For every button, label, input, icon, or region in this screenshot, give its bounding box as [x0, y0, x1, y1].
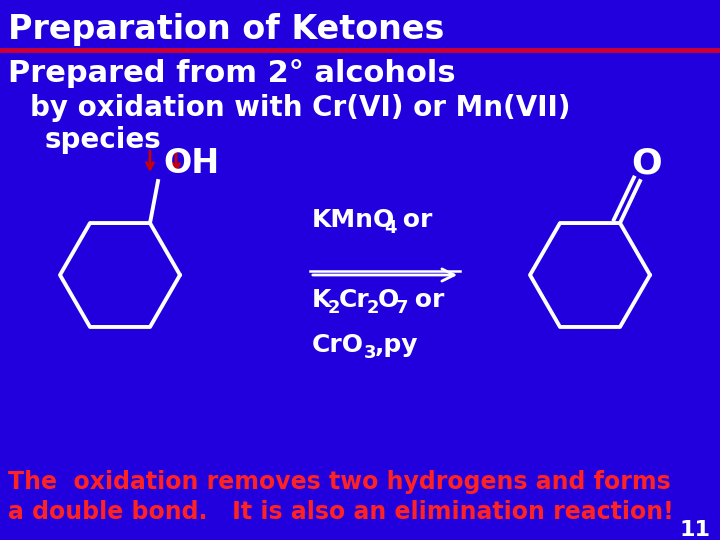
Text: 11: 11 — [679, 520, 710, 540]
Text: O: O — [378, 288, 400, 312]
Text: 4: 4 — [384, 219, 397, 237]
Text: 7: 7 — [396, 299, 408, 317]
Text: species: species — [45, 126, 162, 154]
Text: ,py: ,py — [375, 333, 418, 357]
Text: The  oxidation removes two hydrogens and forms: The oxidation removes two hydrogens and … — [8, 470, 671, 494]
Text: O: O — [631, 146, 662, 180]
Text: Cr: Cr — [339, 288, 370, 312]
Text: or: or — [406, 288, 444, 312]
Text: a double bond.   It is also an elimination reaction!: a double bond. It is also an elimination… — [8, 500, 674, 524]
Text: by oxidation with Cr(VI) or Mn(VII): by oxidation with Cr(VI) or Mn(VII) — [30, 94, 570, 122]
Text: K: K — [312, 288, 331, 312]
Text: KMnO: KMnO — [312, 208, 395, 232]
Text: Preparation of Ketones: Preparation of Ketones — [8, 14, 444, 46]
Text: CrO: CrO — [312, 333, 364, 357]
Text: OH: OH — [163, 146, 220, 179]
Text: 2: 2 — [367, 299, 379, 317]
Text: or: or — [394, 208, 433, 232]
Text: Prepared from 2° alcohols: Prepared from 2° alcohols — [8, 58, 456, 87]
Text: 2: 2 — [328, 299, 341, 317]
Text: 3: 3 — [364, 344, 377, 362]
